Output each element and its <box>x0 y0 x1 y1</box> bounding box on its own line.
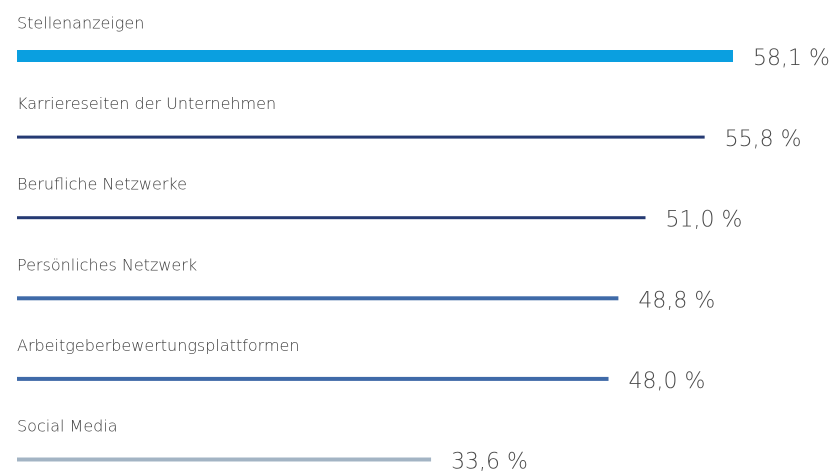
value-label: 51,0 % <box>666 208 743 233</box>
bar <box>17 457 432 462</box>
category-label: Stellenanzeigen <box>17 14 144 33</box>
bar <box>17 216 646 220</box>
value-label: 33,6 % <box>451 450 528 472</box>
bar <box>17 50 733 62</box>
value-label: 48,0 % <box>629 369 706 394</box>
bar <box>17 376 609 381</box>
bar <box>17 135 705 139</box>
category-label: Arbeitgeberbewertungsplattformen <box>17 336 300 355</box>
category-label: Persönliches Netzwerk <box>17 255 197 274</box>
category-label: Karriereseiten der Unternehmen <box>17 94 276 113</box>
category-label: Social Media <box>17 417 118 436</box>
value-label: 55,8 % <box>725 127 802 152</box>
category-label: Berufliche Netzwerke <box>17 175 187 194</box>
value-label: 48,8 % <box>638 288 715 313</box>
bar <box>17 296 619 301</box>
value-label: 58,1 % <box>753 46 830 71</box>
